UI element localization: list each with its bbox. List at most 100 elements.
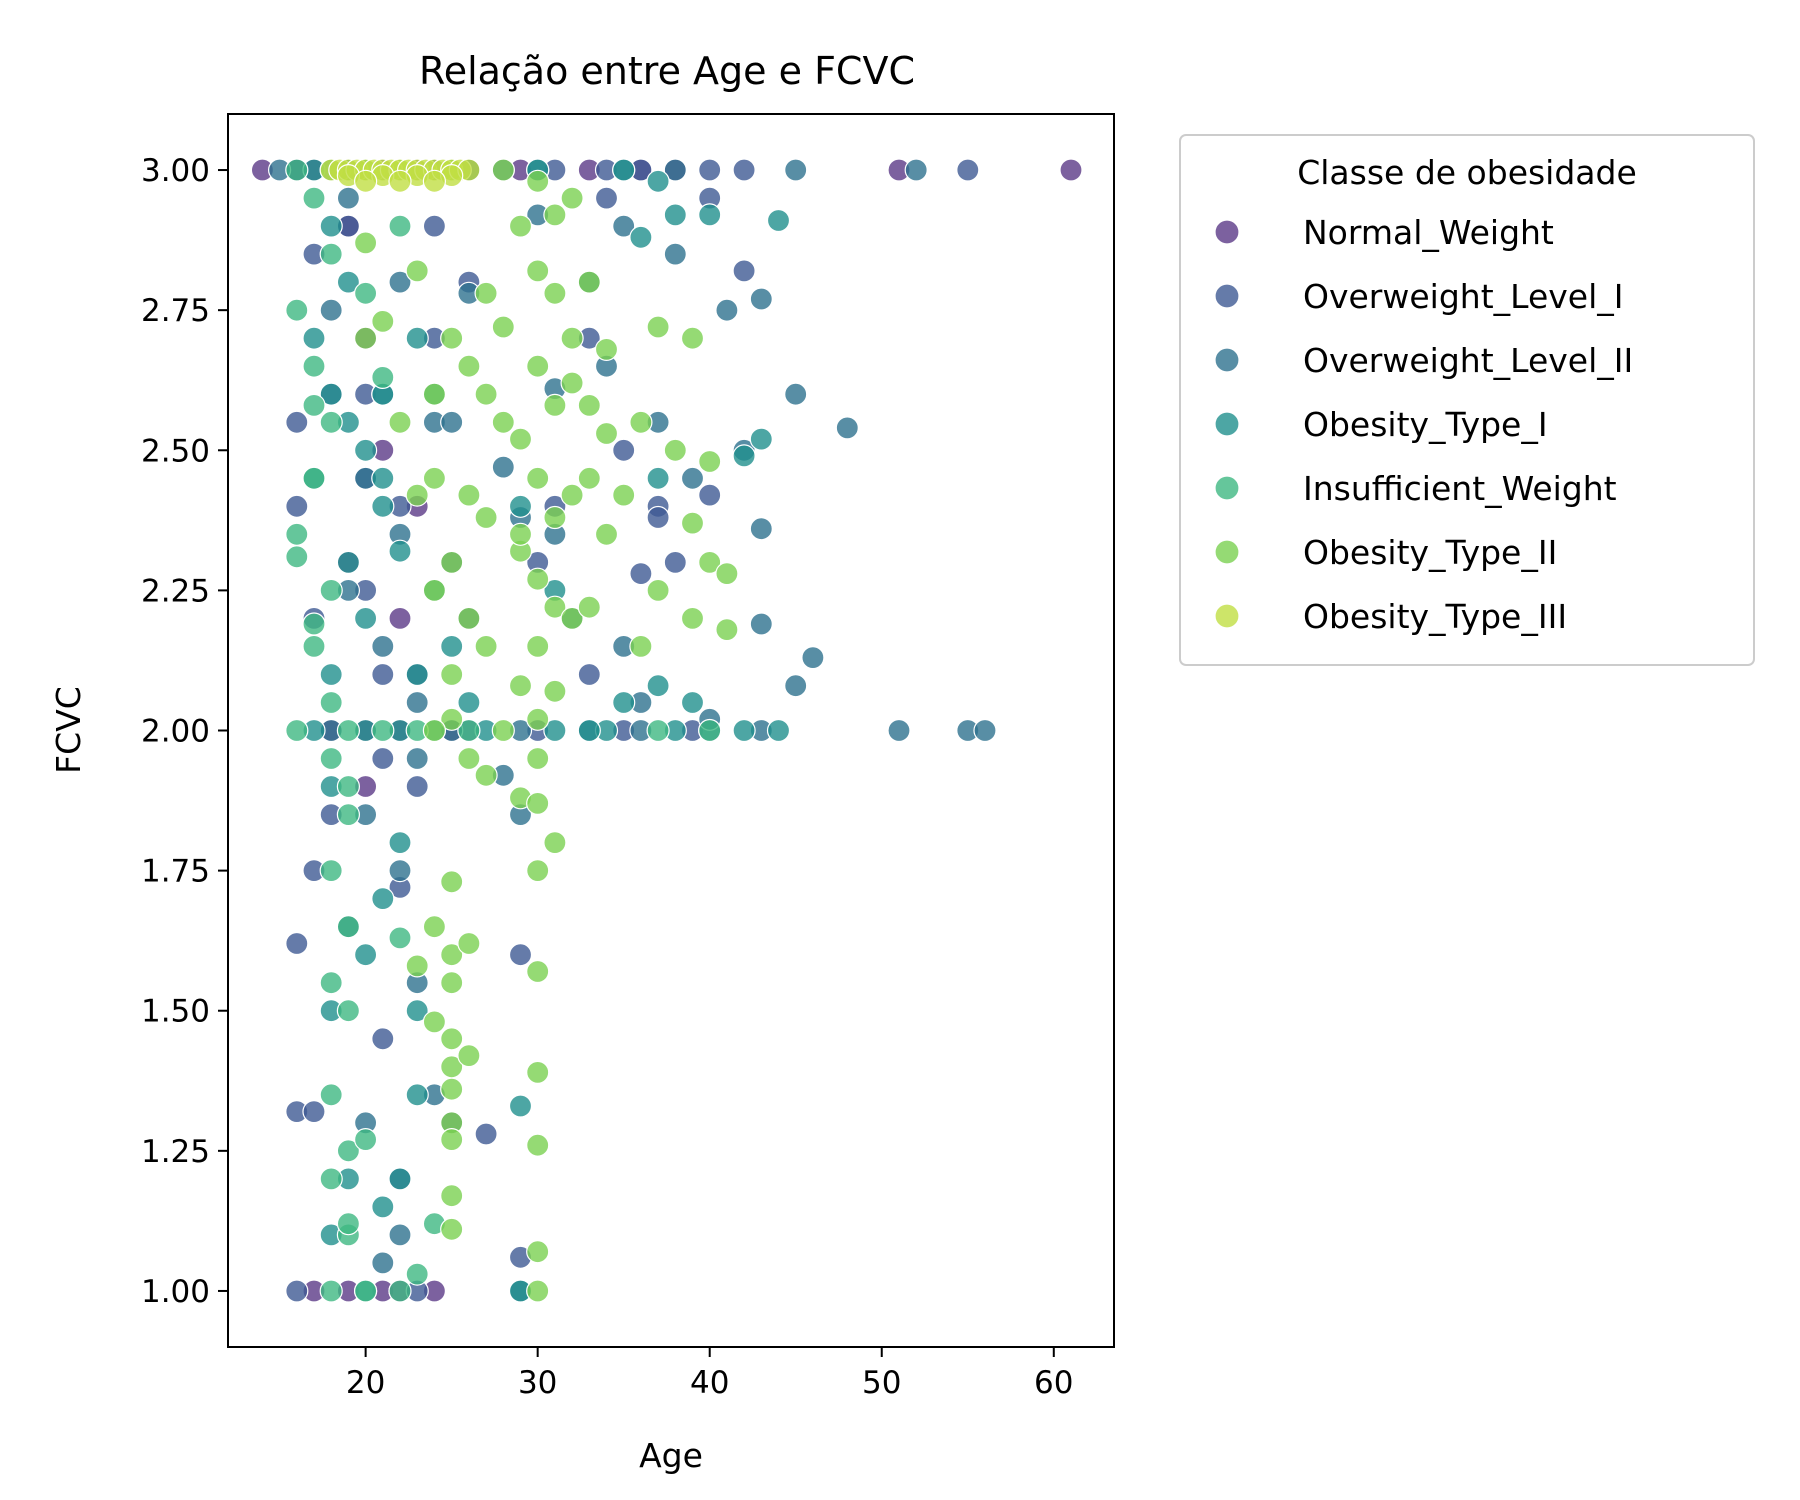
y-tick-label: 1.25 [141, 1134, 210, 1170]
data-point-insufficient-weight [285, 718, 309, 743]
y-tick-label: 2.50 [141, 433, 210, 469]
y-tick-label: 2.75 [141, 293, 210, 329]
data-point-overweight-level-ii [663, 242, 687, 266]
data-point-obesity-type-ii [440, 326, 464, 350]
points-layer [250, 158, 1083, 1303]
data-point-overweight-level-i [956, 158, 980, 182]
data-point-overweight-level-ii [388, 1223, 412, 1247]
data-point-obesity-type-i [405, 326, 429, 350]
data-point-obesity-type-ii [474, 382, 498, 406]
y-tick-label: 3.00 [141, 153, 210, 189]
data-point-obesity-type-iii [388, 169, 412, 193]
data-point-insufficient-weight [319, 746, 343, 771]
data-point-obesity-type-ii [491, 718, 515, 743]
data-point-insufficient-weight [319, 971, 343, 995]
data-point-obesity-type-ii [543, 281, 567, 305]
data-point-obesity-type-ii [646, 578, 670, 603]
data-point-insufficient-weight [371, 365, 395, 389]
data-point-obesity-type-i [629, 225, 653, 249]
data-point-obesity-type-ii [422, 578, 446, 603]
data-point-obesity-type-ii [508, 427, 533, 451]
data-point-obesity-type-i [663, 203, 687, 227]
data-point-obesity-type-i [612, 690, 636, 715]
data-point-obesity-type-ii [508, 214, 533, 238]
data-point-insufficient-weight [319, 578, 343, 603]
data-point-insufficient-weight [354, 1279, 378, 1303]
data-point-obesity-type-ii [422, 382, 446, 406]
data-point-obesity-type-ii [422, 915, 446, 939]
data-point-overweight-level-i [474, 1122, 498, 1146]
data-point-obesity-type-ii [526, 1240, 550, 1264]
data-point-insufficient-weight [388, 926, 412, 950]
data-point-obesity-type-ii [577, 270, 601, 294]
legend-marker-insufficient-weight [1214, 475, 1240, 501]
data-point-insufficient-weight [319, 1167, 343, 1191]
data-point-obesity-type-ii [646, 315, 670, 339]
data-point-obesity-type-ii [440, 971, 464, 995]
legend-label-overweight-level-ii: Overweight_Level_II [1303, 341, 1633, 380]
data-point-obesity-type-i [457, 690, 481, 715]
data-point-insufficient-weight [285, 158, 309, 182]
data-point-obesity-type-ii [508, 522, 533, 546]
data-point-overweight-level-ii [405, 746, 429, 771]
data-point-obesity-type-ii [594, 421, 619, 446]
data-point-obesity-type-ii [560, 326, 584, 350]
data-point-obesity-type-ii [594, 522, 619, 546]
legend-entries: Normal_Weight Overweight_Level_I Overweigh… [1214, 213, 1633, 636]
data-point-overweight-level-ii [388, 858, 412, 883]
data-point-obesity-type-ii [440, 707, 464, 731]
data-point-obesity-type-i [405, 1083, 429, 1107]
data-point-overweight-level-i [629, 561, 653, 586]
data-point-obesity-type-ii [474, 281, 498, 305]
legend-label-insufficient-weight: Insufficient_Weight [1303, 469, 1617, 508]
x-axis-ticks: 20 30 40 50 60 [346, 1347, 1074, 1401]
data-point-obesity-type-i [508, 1094, 533, 1118]
data-point-obesity-type-ii [577, 393, 601, 417]
data-point-obesity-type-ii [698, 449, 722, 474]
data-point-insufficient-weight [319, 410, 343, 434]
data-point-insufficient-weight [302, 393, 326, 417]
data-point-obesity-type-ii [680, 606, 705, 631]
data-point-obesity-type-ii [560, 186, 584, 210]
data-point-overweight-level-ii [612, 214, 636, 238]
data-point-obesity-type-ii [371, 309, 395, 333]
data-point-insufficient-weight [319, 1083, 343, 1107]
data-point-insufficient-weight [319, 1279, 343, 1303]
legend-marker-obesity-type-ii [1214, 539, 1240, 565]
data-point-obesity-type-ii [560, 371, 584, 395]
data-point-obesity-type-ii [526, 791, 550, 816]
data-point-overweight-level-ii [801, 645, 825, 670]
data-point-overweight-level-ii [336, 186, 360, 210]
data-point-insufficient-weight [336, 1139, 360, 1163]
data-point-insufficient-weight [319, 690, 343, 715]
data-point-obesity-type-ii [388, 410, 412, 434]
data-point-obesity-type-ii [422, 1010, 446, 1034]
legend-label-normal-weight: Normal_Weight [1303, 213, 1554, 252]
data-point-insufficient-weight [302, 354, 326, 378]
data-point-obesity-type-ii [491, 315, 515, 339]
data-point-obesity-type-ii [474, 763, 498, 787]
data-point-overweight-level-ii [371, 634, 395, 659]
data-point-obesity-type-ii [440, 943, 464, 967]
data-point-insufficient-weight [302, 634, 326, 659]
data-point-insufficient-weight [302, 612, 326, 636]
data-point-insufficient-weight [336, 915, 360, 939]
data-point-obesity-type-i [732, 718, 756, 743]
data-point-obesity-type-iii [354, 169, 378, 193]
legend-marker-normal-weight [1214, 219, 1240, 245]
data-point-obesity-type-ii [405, 259, 429, 283]
data-point-obesity-type-ii [440, 870, 464, 894]
data-point-obesity-type-ii [457, 1043, 481, 1068]
data-point-obesity-type-ii [457, 354, 481, 378]
data-point-overweight-level-ii [371, 1251, 395, 1275]
x-tick-label: 50 [862, 1365, 901, 1401]
data-point-insufficient-weight [285, 298, 309, 322]
data-point-obesity-type-i [302, 326, 326, 350]
data-point-obesity-type-i [680, 690, 705, 715]
data-point-obesity-type-ii [612, 483, 636, 507]
data-point-overweight-level-i [371, 662, 395, 687]
data-point-overweight-level-i [422, 214, 446, 238]
data-point-overweight-level-i [577, 662, 601, 687]
data-point-obesity-type-ii [440, 1184, 464, 1208]
data-point-overweight-level-i [646, 505, 670, 530]
